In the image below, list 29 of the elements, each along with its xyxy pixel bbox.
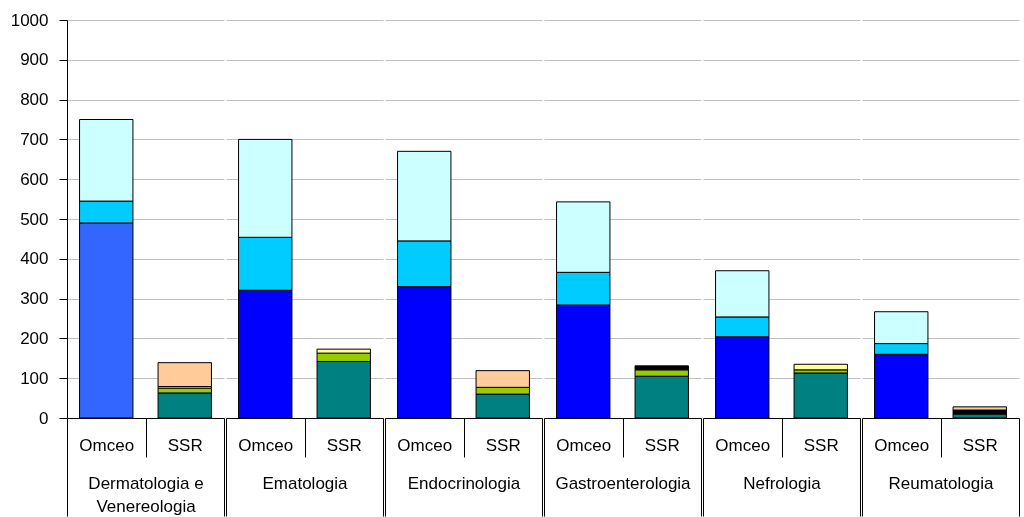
y-tick-label: 500 — [20, 209, 49, 229]
x-tick-label: Omceo — [397, 435, 453, 455]
x-tick-label: SSR — [167, 435, 203, 455]
y-tick-label: 800 — [20, 90, 49, 110]
x-axis-title: Ematologia — [262, 473, 349, 493]
x-tick-label: Omceo — [556, 435, 612, 455]
x-tick-label: SSR — [644, 435, 680, 455]
y-tick-label: 300 — [20, 289, 49, 309]
y-tick-label: 100 — [20, 368, 49, 388]
y-tick-label: 400 — [20, 249, 49, 269]
x-tick-label: SSR — [803, 435, 839, 455]
x-axis-title: Endocrinologia — [407, 473, 521, 493]
x-tick-label: Omceo — [238, 435, 294, 455]
x-axis-title: Gastroenterologia — [555, 473, 692, 493]
x-tick-label: SSR — [326, 435, 362, 455]
x-tick-label: SSR — [485, 435, 521, 455]
x-tick-label: Omceo — [715, 435, 771, 455]
y-tick-label: 200 — [20, 328, 49, 348]
x-axis-title: Dermatologia e Venereologia — [88, 473, 204, 516]
x-tick-label: Omceo — [874, 435, 930, 455]
x-tick-label: SSR — [962, 435, 998, 455]
y-tick-label: 900 — [20, 50, 49, 70]
y-tick-label: 700 — [20, 129, 49, 149]
x-axis-title: Reumatologia — [888, 473, 994, 493]
y-tick-label: 600 — [20, 169, 49, 189]
y-tick-label: 0 — [39, 408, 49, 428]
y-tick-label: 1000 — [10, 10, 49, 30]
x-tick-label: Omceo — [79, 435, 135, 455]
x-axis-title: Nefrologia — [743, 473, 822, 493]
